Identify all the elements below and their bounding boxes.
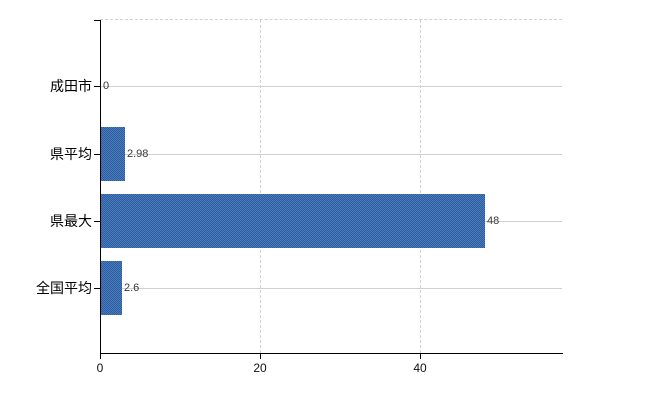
x-axis-tick: [100, 354, 101, 359]
gridline-vertical: [420, 20, 421, 353]
y-axis-tick: [94, 20, 100, 21]
x-axis-tick: [420, 354, 421, 359]
gridline-horizontal: [100, 154, 562, 155]
bar: [101, 194, 485, 248]
x-tick-label: 0: [96, 361, 104, 375]
gridline-horizontal: [100, 288, 562, 289]
x-axis-tick: [260, 354, 261, 359]
y-axis-tick: [94, 288, 100, 289]
bar-value-label: 0: [103, 80, 110, 92]
category-label: 成田市: [50, 78, 92, 94]
gridline-horizontal: [100, 86, 562, 87]
gridline-vertical: [260, 20, 261, 353]
y-axis-tick: [94, 154, 100, 155]
category-label: 県最大: [50, 213, 92, 229]
bar: [101, 261, 122, 315]
category-label: 全国平均: [36, 280, 92, 296]
bar-value-label: 2.6: [124, 282, 140, 294]
plot-top-border: [100, 19, 562, 20]
y-axis-tick: [94, 221, 100, 222]
x-axis: [100, 353, 563, 354]
y-axis: [100, 20, 101, 354]
bar-value-label: 48: [487, 215, 500, 227]
bar: [101, 127, 125, 181]
bar-value-label: 2.98: [127, 148, 149, 160]
category-label: 県平均: [50, 146, 92, 162]
y-axis-tick: [94, 86, 100, 87]
x-tick-label: 40: [413, 361, 427, 375]
x-tick-label: 20: [253, 361, 267, 375]
